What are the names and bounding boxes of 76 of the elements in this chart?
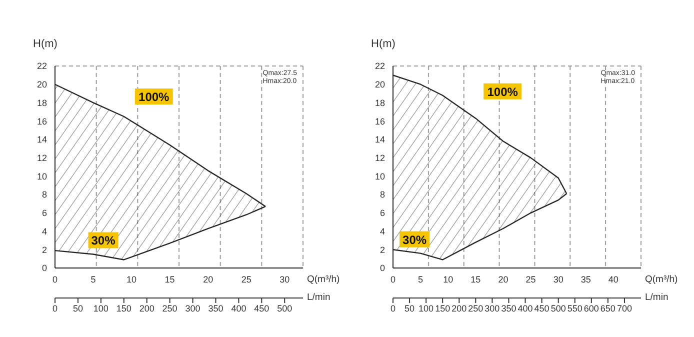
x2-tick-label: 450 <box>254 303 270 314</box>
y-tick-label: 2 <box>42 244 47 255</box>
x-tick-label: 35 <box>580 274 591 284</box>
x-tick-label: 15 <box>470 274 481 284</box>
y-tick-label: 22 <box>374 61 385 72</box>
x2-tick-label: 350 <box>208 303 224 314</box>
x-tick-label: 10 <box>443 274 454 284</box>
x2-tick-label: 0 <box>390 303 396 314</box>
x2-tick-label: 250 <box>468 303 484 314</box>
x-tick-label: 5 <box>418 274 424 284</box>
series-label: 30% <box>91 234 116 248</box>
y-tick-label: 10 <box>36 171 47 182</box>
y-axis-title: H(m) <box>33 38 58 50</box>
y-tick-label: 2 <box>380 244 385 255</box>
y-tick-label: 10 <box>374 171 385 182</box>
x2-tick-label: 50 <box>72 303 83 314</box>
x-tick-label: 0 <box>390 274 396 284</box>
x2-tick-label: 0 <box>52 303 58 314</box>
y-tick-label: 0 <box>42 263 47 274</box>
x-axis-title: Q(m³/h) <box>645 274 678 285</box>
x-tick-label: 5 <box>90 274 96 284</box>
y-tick-label: 6 <box>42 208 47 218</box>
y-tick-label: 20 <box>374 80 385 90</box>
x-tick-label: 0 <box>52 274 58 284</box>
x2-tick-label: 500 <box>550 303 566 314</box>
x2-tick-label: 50 <box>404 303 415 314</box>
x2-tick-label: 650 <box>600 303 616 314</box>
x2-tick-label: 600 <box>584 303 599 314</box>
x-tick-label: 10 <box>126 274 137 284</box>
x2-tick-label: 400 <box>231 303 246 314</box>
x2-tick-label: 250 <box>162 303 178 314</box>
y-tick-label: 6 <box>380 208 385 218</box>
y-tick-label: 20 <box>36 80 47 90</box>
x2-tick-label: 350 <box>501 303 516 314</box>
x2-tick-label: 150 <box>116 303 132 314</box>
x2-tick-label: 450 <box>534 303 550 314</box>
series-label: 100% <box>487 84 518 99</box>
x-tick-label: 30 <box>553 274 564 284</box>
x-tick-label: 20 <box>203 274 214 284</box>
y-tick-label: 16 <box>374 116 385 126</box>
x-tick-label: 40 <box>608 274 618 284</box>
x2-tick-label: 200 <box>139 303 154 314</box>
x2-tick-label: 150 <box>435 303 450 314</box>
x2-tick-label: 300 <box>484 303 500 314</box>
series-label: 100% <box>138 90 170 104</box>
y-tick-label: 14 <box>374 134 385 145</box>
x2-tick-label: 200 <box>452 303 467 314</box>
y-tick-label: 8 <box>380 190 385 200</box>
x2-axis-title: L/min <box>307 292 330 303</box>
x-axis-title: Q(m³/h) <box>307 274 340 285</box>
y-tick-label: 22 <box>36 61 47 72</box>
y-tick-label: 12 <box>374 153 385 164</box>
y-axis-title: H(m) <box>371 38 396 50</box>
y-tick-label: 18 <box>36 98 47 108</box>
y-tick-label: 4 <box>380 226 385 236</box>
y-tick-label: 16 <box>36 116 47 126</box>
x2-tick-label: 700 <box>616 303 632 314</box>
x-tick-label: 30 <box>280 274 290 284</box>
x2-tick-label: 300 <box>185 303 200 314</box>
series-label: 30% <box>402 232 427 247</box>
x2-tick-label: 100 <box>93 303 108 314</box>
y-tick-label: 12 <box>36 153 47 164</box>
y-tick-label: 8 <box>42 190 47 200</box>
x2-tick-label: 100 <box>418 303 434 314</box>
x2-tick-label: 400 <box>518 303 533 314</box>
x-tick-label: 25 <box>526 274 536 284</box>
x2-tick-label: 500 <box>277 303 292 314</box>
x-tick-label: 25 <box>241 274 252 284</box>
y-tick-label: 0 <box>380 263 385 274</box>
x2-axis-title: L/min <box>645 292 668 303</box>
y-tick-label: 4 <box>42 226 47 236</box>
x2-tick-label: 550 <box>567 303 582 314</box>
y-tick-label: 18 <box>374 98 385 108</box>
x-tick-label: 20 <box>498 274 508 284</box>
y-tick-label: 14 <box>36 134 47 145</box>
x-tick-label: 15 <box>164 274 175 284</box>
